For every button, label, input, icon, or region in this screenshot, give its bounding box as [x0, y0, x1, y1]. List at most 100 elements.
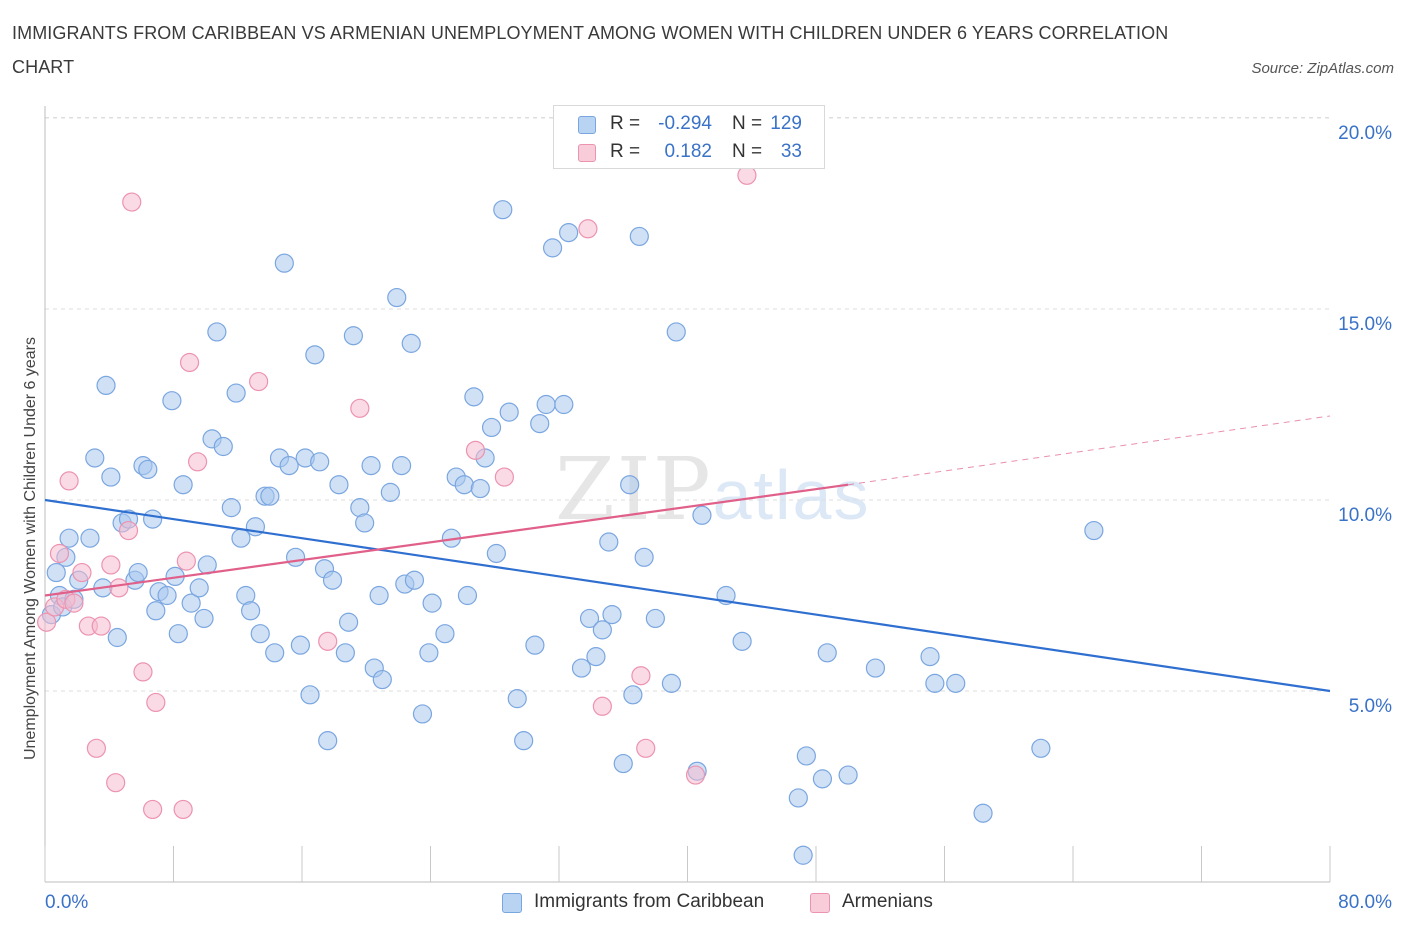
caribbean-point	[634, 547, 654, 567]
caribbean-point	[343, 326, 363, 346]
caribbean-point	[666, 322, 686, 342]
y-tick-label: 20.0%	[1338, 123, 1392, 144]
armenian-point	[86, 738, 107, 758]
x-tick-label: 80.0%	[1338, 892, 1392, 913]
source-label: Source: ZipAtlas.com	[1251, 60, 1394, 77]
caribbean-point	[946, 673, 966, 693]
armenian-point	[318, 631, 338, 651]
series-legend: Immigrants from Caribbean Armenians	[0, 888, 1406, 916]
caribbean-point	[101, 467, 121, 487]
caribbean-point	[226, 383, 246, 403]
caribbean-point	[391, 456, 412, 476]
caribbean-point	[143, 509, 163, 529]
legend-row-armenians: R = 0.182 N = 33	[554, 138, 824, 166]
caribbean-point	[525, 635, 545, 655]
caribbean-point	[435, 624, 455, 644]
caribbean-point	[338, 612, 359, 632]
caribbean-point	[559, 223, 579, 243]
x-tick-label: 0.0%	[45, 892, 88, 913]
legend-label: Immigrants from Caribbean	[534, 891, 765, 912]
armenian-point	[592, 696, 612, 716]
caribbean-point	[168, 624, 188, 644]
caribbean-point	[146, 601, 166, 621]
caribbean-point	[592, 620, 612, 640]
armenian-point	[494, 467, 514, 487]
caribbean-point	[925, 673, 945, 693]
armenian-point	[72, 562, 92, 583]
n-label: N =	[732, 113, 763, 134]
armenian-point	[187, 452, 208, 472]
armenian-trend-extension	[848, 415, 1331, 486]
caribbean-point	[335, 643, 355, 663]
caribbean-point	[372, 669, 392, 690]
caribbean-point	[470, 478, 490, 499]
caribbean-point	[85, 448, 105, 468]
caribbean-point	[329, 475, 349, 495]
caribbean-point	[645, 608, 665, 629]
armenian-point	[133, 662, 153, 682]
legend-row-caribbean: R = -0.294 N = 129	[554, 110, 824, 138]
caribbean-point	[419, 643, 439, 663]
armenian-point	[49, 543, 70, 564]
armenian-point	[578, 219, 598, 239]
caribbean-point	[285, 547, 306, 567]
caribbean-point	[457, 585, 478, 606]
caribbean-point	[661, 673, 682, 693]
caribbean-point	[838, 765, 858, 785]
caribbean-point	[422, 593, 442, 613]
caribbean-point	[207, 322, 227, 342]
caribbean-point	[189, 578, 209, 598]
y-axis-label: Unemployment Among Women with Children U…	[22, 336, 39, 760]
caribbean-point	[464, 387, 484, 407]
caribbean-point	[194, 608, 214, 629]
caribbean-point	[623, 685, 643, 705]
armenian-point	[173, 799, 193, 820]
caribbean-point	[579, 608, 600, 629]
caribbean-point	[213, 436, 233, 457]
caribbean-point	[920, 647, 940, 667]
caribbean-point	[571, 658, 592, 678]
caribbean-point	[793, 845, 813, 865]
armenian-trend-line	[44, 483, 849, 597]
caribbean-point	[454, 475, 474, 495]
caribbean-point	[412, 704, 433, 724]
caribbean-point	[865, 658, 886, 678]
caribbean-point	[157, 585, 177, 606]
correlation-legend: R = -0.294 N = 129 R = 0.182 N = 33	[553, 105, 825, 169]
caribbean-point	[265, 643, 285, 663]
armenian-point	[106, 773, 126, 793]
caribbean-point	[486, 543, 506, 564]
n-label: N =	[732, 141, 763, 162]
armenian-point	[465, 440, 486, 460]
caribbean-point	[536, 394, 556, 415]
caribbean-point	[530, 414, 550, 434]
armenian-point	[179, 352, 200, 373]
armenian-point	[636, 738, 656, 758]
armenian-point	[122, 192, 142, 212]
caribbean-point	[401, 333, 421, 353]
chart-title: IMMIGRANTS FROM CARIBBEAN VS ARMENIAN UN…	[12, 23, 1169, 77]
armenian-point	[37, 612, 57, 632]
caribbean-point	[404, 570, 425, 590]
r-value: 0.182	[664, 141, 712, 162]
caribbean-point	[620, 475, 640, 495]
r-label: R =	[610, 141, 641, 162]
caribbean-point	[796, 746, 816, 766]
legend-swatch-pink	[810, 893, 830, 913]
caribbean-point	[369, 585, 389, 606]
caribbean-point	[59, 528, 79, 548]
caribbean-point	[387, 287, 407, 308]
legend-swatch-pink	[578, 144, 596, 162]
caribbean-point	[481, 417, 502, 438]
armenian-point	[685, 765, 706, 785]
armenian-point	[91, 616, 111, 636]
caribbean-point	[788, 788, 808, 808]
caribbean-trend-line	[44, 498, 1331, 693]
caribbean-point	[817, 643, 837, 663]
caribbean-point	[586, 647, 606, 667]
caribbean-point	[128, 562, 148, 583]
armenian-point	[118, 520, 139, 541]
caribbean-point	[241, 601, 261, 621]
caribbean-point	[514, 731, 534, 751]
armenian-point	[59, 471, 79, 491]
